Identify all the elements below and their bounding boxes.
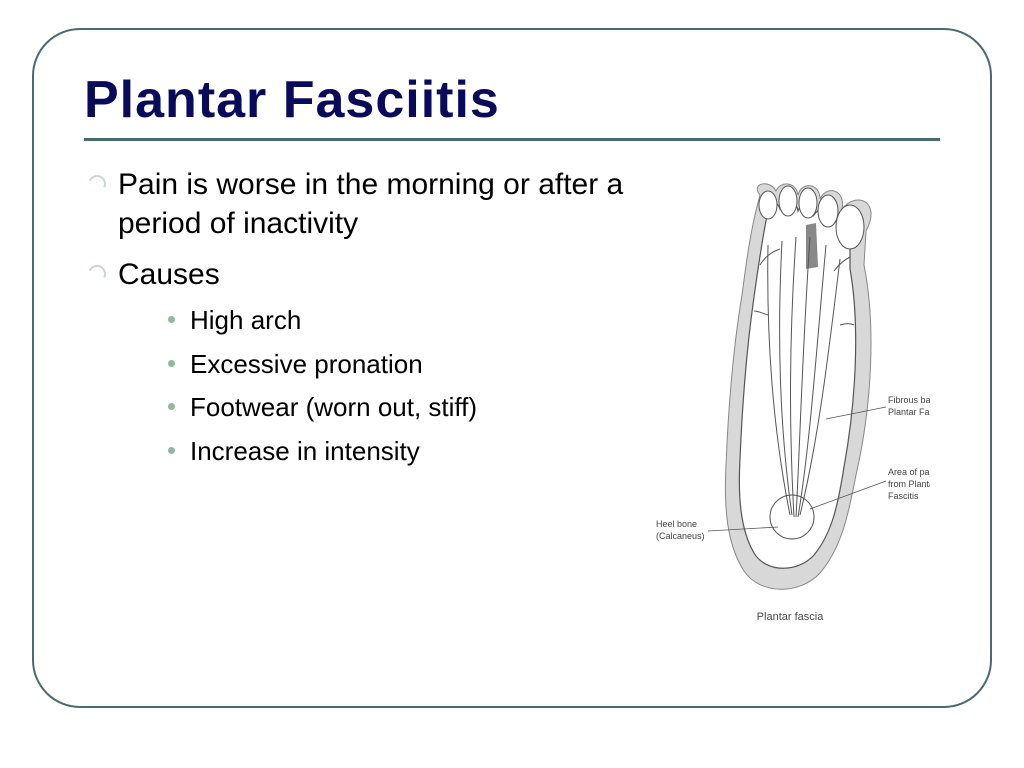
bullet-text: Causes xyxy=(118,258,220,291)
bullet-lvl2-item: High arch xyxy=(164,302,630,340)
label-band2: Plantar Fascia xyxy=(888,407,930,417)
bullet-text: Footwear (worn out, stiff) xyxy=(190,392,477,422)
bullet-lvl2-item: Footwear (worn out, stiff) xyxy=(164,389,630,427)
slide-title: Plantar Fasciitis xyxy=(84,70,940,130)
toe xyxy=(799,188,817,218)
toe xyxy=(779,186,797,216)
bullet-lvl1-item: Causes High arch Excessive pronation Foo… xyxy=(84,255,630,471)
slide-frame: Plantar Fasciitis Pain is worse in the m… xyxy=(32,28,992,708)
label-pain2: from Plantar xyxy=(888,479,930,489)
diagram-caption: Plantar fascia xyxy=(757,611,824,623)
toe xyxy=(759,191,777,219)
tendon-shadow xyxy=(806,223,818,269)
toe xyxy=(818,195,838,227)
bullet-text: Pain is worse in the morning or after a … xyxy=(118,168,623,240)
bullet-text: High arch xyxy=(190,305,301,335)
foot-diagram: Heel bone (Calcaneus) Fibrous band Plant… xyxy=(650,175,930,605)
title-underline xyxy=(84,138,940,141)
content-row: Pain is worse in the morning or after a … xyxy=(84,165,940,623)
label-pain3: Fascitis xyxy=(888,491,919,501)
bullet-text: Excessive pronation xyxy=(190,349,423,379)
label-band1: Fibrous band xyxy=(888,395,930,405)
bullet-list-lvl1: Pain is worse in the morning or after a … xyxy=(84,165,630,471)
diagram-column: Heel bone (Calcaneus) Fibrous band Plant… xyxy=(640,165,940,623)
bullet-text: Increase in intensity xyxy=(190,436,420,466)
bullet-lvl2-item: Increase in intensity xyxy=(164,433,630,471)
bullet-lvl2-item: Excessive pronation xyxy=(164,346,630,384)
bullet-lvl1-item: Pain is worse in the morning or after a … xyxy=(84,165,630,243)
label-pain1: Area of pain xyxy=(888,467,930,477)
bullet-list-lvl2: High arch Excessive pronation Footwear (… xyxy=(118,302,630,471)
label-heel2: (Calcaneus) xyxy=(656,531,705,541)
text-column: Pain is worse in the morning or after a … xyxy=(84,165,630,623)
label-heel: Heel bone xyxy=(656,519,697,529)
toe-big xyxy=(836,205,864,249)
